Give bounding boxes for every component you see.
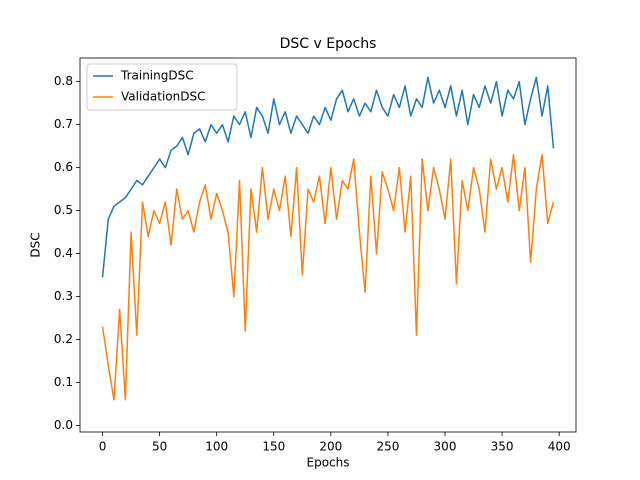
- y-tick-label: 0.4: [54, 246, 73, 260]
- data-line: [101, 153, 555, 401]
- axes-frame: [79, 57, 577, 433]
- data-line: [101, 76, 555, 278]
- y-tick-label: 0.5: [54, 203, 73, 217]
- y-tick-label: 0.1: [54, 375, 73, 389]
- legend-label: TrainingDSC: [120, 69, 194, 83]
- chart-title: DSC v Epochs: [280, 36, 377, 52]
- y-tick-label: 0.6: [54, 160, 73, 174]
- x-tick-label: 150: [262, 440, 285, 454]
- legend-label: ValidationDSC: [121, 90, 206, 104]
- y-tick-label: 0.0: [54, 418, 73, 432]
- x-tick-label: 200: [319, 440, 342, 454]
- y-axis-label: DSC: [29, 232, 43, 257]
- x-tick-label: 0: [99, 440, 107, 454]
- x-tick-label: 50: [152, 440, 167, 454]
- y-tick-label: 0.8: [54, 74, 73, 88]
- y-tick-label: 0.2: [54, 332, 73, 346]
- y-tick-label: 0.7: [54, 117, 73, 131]
- x-tick-label: 400: [548, 440, 571, 454]
- x-tick-label: 350: [491, 440, 514, 454]
- x-tick-label: 100: [205, 440, 228, 454]
- x-tick-label: 300: [434, 440, 457, 454]
- x-axis-label: Epochs: [307, 456, 350, 470]
- y-tick-label: 0.3: [54, 289, 73, 303]
- x-tick-label: 250: [376, 440, 399, 454]
- legend-box: [86, 63, 238, 111]
